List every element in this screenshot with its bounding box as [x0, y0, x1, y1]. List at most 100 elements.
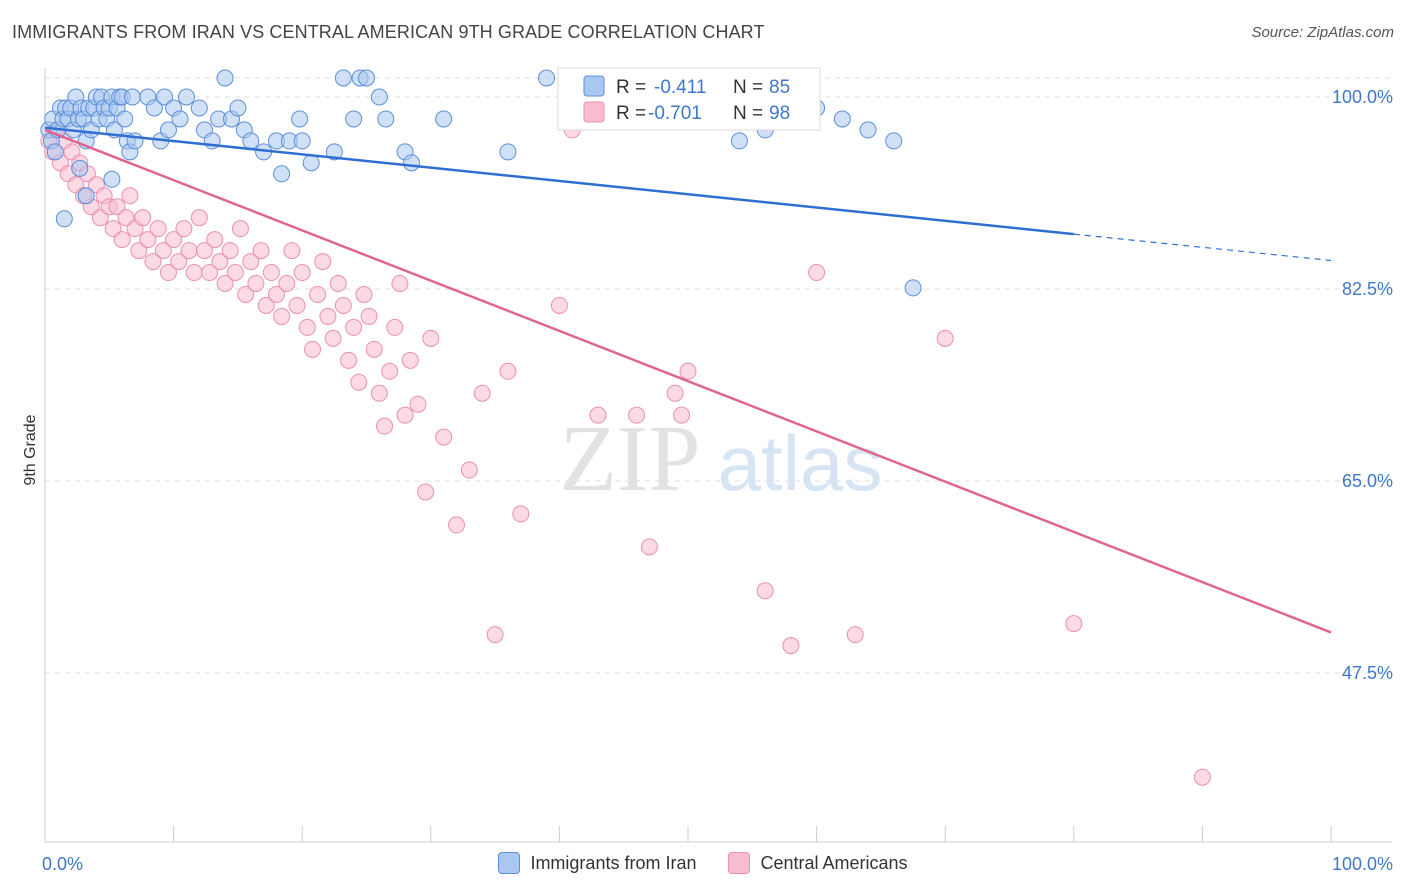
- point-immigrants-from-iran: [190, 99, 208, 117]
- point-central-americans: [673, 406, 691, 424]
- point-central-americans: [640, 538, 658, 556]
- point-central-americans: [846, 626, 864, 644]
- point-immigrants-from-iran: [71, 159, 89, 177]
- tick-labels: 47.5% 65.0% 82.5% 100.0% 0.0% 100.0%: [42, 87, 1393, 874]
- point-immigrants-from-iran: [904, 279, 922, 297]
- point-immigrants-from-iran: [358, 69, 375, 87]
- grid-lines: [45, 77, 1392, 674]
- stats-legend: R = -0.411 N = 85 R = -0.701 N = 98: [557, 67, 821, 131]
- point-central-americans: [589, 406, 607, 424]
- point-immigrants-from-iran: [159, 121, 177, 139]
- trend-line-iran: [44, 126, 1074, 236]
- point-central-americans: [206, 231, 224, 249]
- point-central-americans: [324, 329, 342, 347]
- point-immigrants-from-iran: [377, 110, 395, 128]
- point-central-americans: [175, 220, 193, 238]
- point-central-americans: [201, 264, 219, 282]
- point-central-americans: [329, 275, 347, 293]
- point-immigrants-from-iran: [156, 88, 174, 106]
- point-immigrants-from-iran: [291, 110, 309, 128]
- y-axis-label: 9th Grade: [22, 414, 39, 485]
- source-credit: Source: ZipAtlas.com: [1251, 24, 1394, 41]
- point-central-americans: [679, 362, 697, 380]
- x-tick-label: 0.0%: [42, 854, 83, 874]
- point-central-americans: [288, 296, 306, 314]
- point-central-americans: [226, 264, 244, 282]
- legend-item-iran[interactable]: Immigrants from Iran: [498, 852, 696, 874]
- point-immigrants-from-iran: [46, 143, 64, 161]
- point-central-americans: [391, 275, 409, 293]
- point-central-americans: [936, 329, 954, 347]
- point-central-americans: [1193, 768, 1211, 786]
- point-central-americans: [293, 264, 311, 282]
- point-immigrants-from-iran: [77, 187, 95, 205]
- point-immigrants-from-iran: [370, 88, 388, 106]
- trend-line-iran-extension: [1073, 233, 1332, 262]
- point-immigrants-from-iran: [499, 143, 517, 161]
- watermark: ZIP atlas: [560, 407, 883, 511]
- point-central-americans: [113, 231, 131, 249]
- watermark-zip: ZIP: [560, 407, 701, 511]
- point-central-americans: [782, 637, 800, 655]
- legend-n-label-2: N =: [733, 103, 763, 124]
- point-immigrants-from-iran: [116, 110, 134, 128]
- point-central-americans: [121, 187, 139, 205]
- point-central-americans: [473, 384, 491, 402]
- legend-n-value-2: 98: [769, 103, 790, 124]
- point-central-americans: [216, 275, 234, 293]
- legend-n-value-1: 85: [769, 77, 790, 98]
- legend-r-value-1: -0.411: [654, 77, 706, 98]
- point-immigrants-from-iran: [859, 121, 877, 139]
- point-central-americans: [756, 582, 774, 600]
- point-central-americans: [104, 220, 122, 238]
- trend-lines: [44, 126, 1332, 634]
- legend-swatch-iran: [498, 852, 521, 874]
- point-central-americans: [448, 516, 466, 534]
- point-immigrants-from-iran: [177, 88, 195, 106]
- point-central-americans: [417, 483, 435, 501]
- point-central-americans: [314, 253, 332, 271]
- trend-line-central-americans: [44, 128, 1332, 634]
- point-central-americans: [185, 264, 203, 282]
- point-central-americans: [666, 384, 684, 402]
- point-central-americans: [139, 231, 157, 249]
- point-central-americans: [165, 231, 183, 249]
- legend-swatch-central-americans: [728, 852, 751, 874]
- legend-swatch-pink: [583, 101, 605, 123]
- legend-r-value-2: -0.701: [648, 103, 702, 124]
- point-central-americans: [628, 406, 646, 424]
- point-central-americans: [512, 505, 530, 523]
- point-immigrants-from-iran: [242, 132, 260, 150]
- chart-title: IMMIGRANTS FROM IRAN VS CENTRAL AMERICAN…: [12, 22, 765, 42]
- axes: [44, 68, 1392, 843]
- point-immigrants-from-iran: [216, 69, 234, 87]
- point-immigrants-from-iran: [334, 69, 352, 87]
- point-central-americans: [381, 362, 399, 380]
- point-immigrants-from-iran: [730, 132, 748, 150]
- point-central-americans: [273, 307, 291, 325]
- point-central-americans: [252, 242, 270, 260]
- point-central-americans: [345, 318, 363, 336]
- point-central-americans: [180, 242, 198, 260]
- point-central-americans: [298, 318, 316, 336]
- point-central-americans: [422, 329, 440, 347]
- point-central-americans: [262, 264, 280, 282]
- point-central-americans: [159, 264, 177, 282]
- point-central-americans: [339, 351, 357, 369]
- point-central-americans: [376, 417, 394, 435]
- point-central-americans: [1065, 615, 1083, 633]
- point-central-americans: [91, 209, 109, 227]
- point-central-americans: [190, 209, 208, 227]
- legend-item-central-americans[interactable]: Central Americans: [728, 852, 908, 874]
- point-central-americans: [309, 285, 327, 303]
- point-central-americans: [360, 307, 378, 325]
- series-central-americans: [40, 121, 1211, 786]
- point-central-americans: [365, 340, 383, 358]
- legend-label-central-americans: Central Americans: [760, 852, 908, 873]
- point-central-americans: [808, 264, 826, 282]
- point-central-americans: [211, 253, 229, 271]
- point-central-americans: [486, 626, 504, 644]
- point-central-americans: [278, 275, 296, 293]
- point-central-americans: [170, 253, 188, 271]
